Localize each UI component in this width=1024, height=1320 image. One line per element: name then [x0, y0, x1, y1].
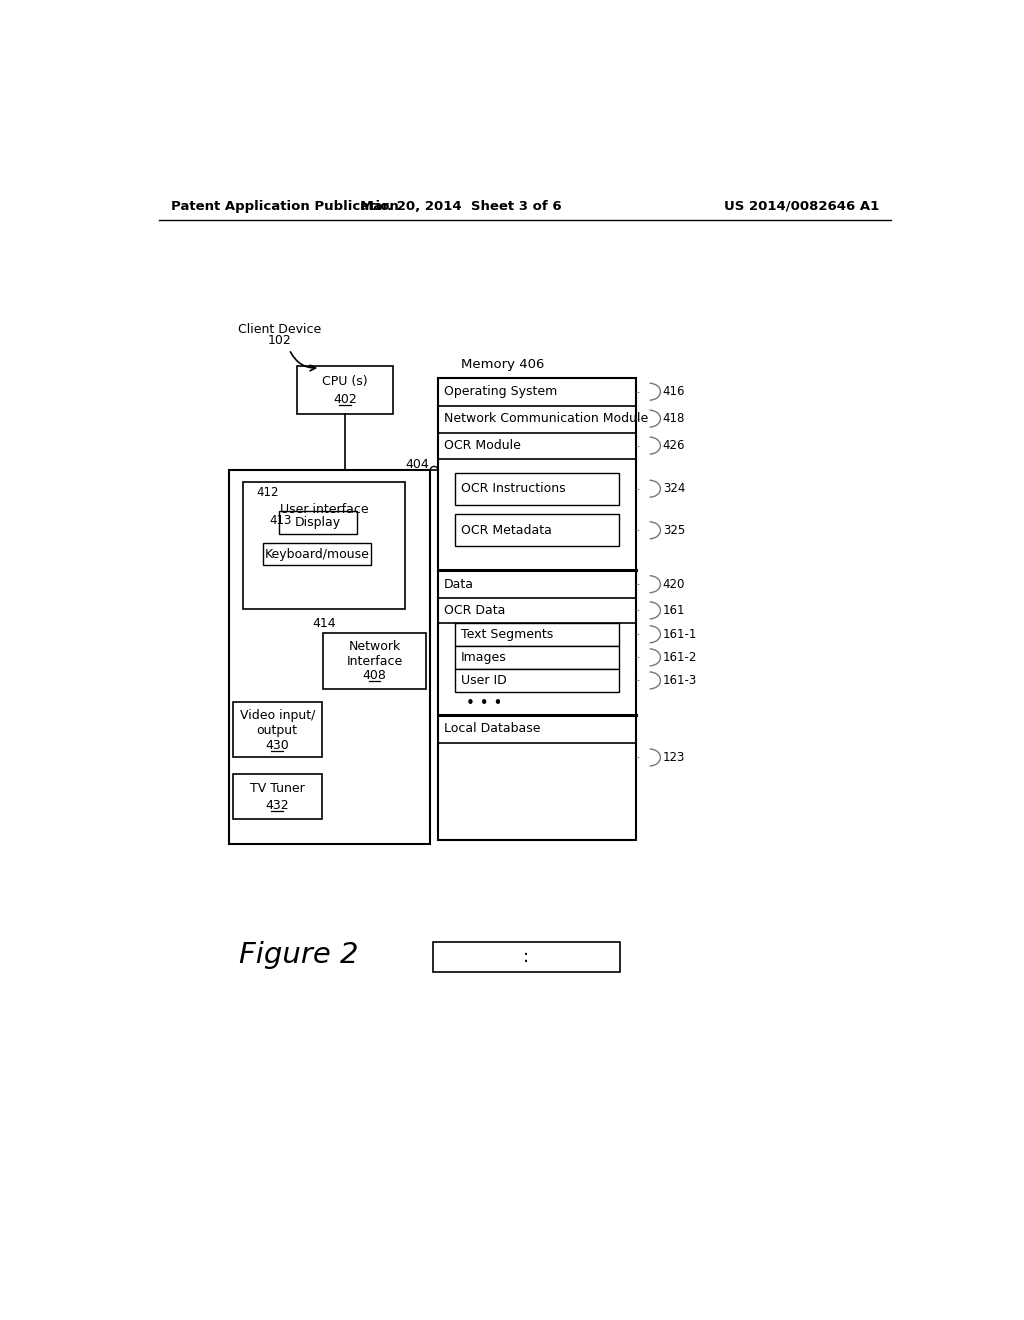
Text: 412: 412 [257, 486, 280, 499]
Bar [297, 367, 393, 414]
Text: Data: Data [444, 578, 474, 591]
Bar [455, 473, 618, 506]
Text: OCR Instructions: OCR Instructions [461, 482, 566, 495]
Text: 123: 123 [663, 751, 685, 764]
Text: Text Segments: Text Segments [461, 628, 554, 640]
Text: 161: 161 [663, 603, 685, 616]
Text: OCR Module: OCR Module [444, 440, 521, 453]
Text: 408: 408 [362, 668, 386, 681]
Text: CPU (s): CPU (s) [323, 375, 368, 388]
Text: 418: 418 [663, 412, 685, 425]
Text: • • •: • • • [466, 696, 503, 711]
Bar [232, 702, 322, 758]
Bar [438, 378, 636, 840]
Bar [455, 623, 618, 645]
Bar [455, 669, 618, 692]
Text: Local Database: Local Database [444, 722, 541, 735]
Text: 430: 430 [265, 739, 289, 751]
Text: 404: 404 [406, 458, 429, 471]
Text: 161-2: 161-2 [663, 651, 697, 664]
Bar [263, 544, 372, 565]
Text: 325: 325 [663, 524, 685, 537]
Text: TV Tuner: TV Tuner [250, 781, 304, 795]
Text: 414: 414 [312, 616, 336, 630]
Bar [455, 513, 618, 546]
Text: User ID: User ID [461, 675, 507, 686]
Text: Video input/
output: Video input/ output [240, 709, 314, 737]
Text: Display: Display [295, 516, 341, 529]
Text: Patent Application Publication: Patent Application Publication [171, 199, 398, 213]
Text: 102: 102 [267, 334, 291, 347]
Text: 416: 416 [663, 385, 685, 399]
Text: 161-1: 161-1 [663, 628, 697, 640]
Text: Images: Images [461, 651, 507, 664]
Text: 432: 432 [265, 799, 289, 812]
Text: 324: 324 [663, 482, 685, 495]
Text: Operating System: Operating System [444, 385, 557, 399]
Bar [455, 645, 618, 669]
Text: Figure 2: Figure 2 [239, 941, 358, 969]
Text: Client Device: Client Device [238, 323, 321, 335]
Text: 161-3: 161-3 [663, 675, 697, 686]
Bar [243, 482, 406, 609]
Text: Mar. 20, 2014  Sheet 3 of 6: Mar. 20, 2014 Sheet 3 of 6 [360, 199, 562, 213]
Bar [324, 634, 426, 689]
Text: Keyboard/mouse: Keyboard/mouse [264, 548, 370, 561]
Text: 420: 420 [663, 578, 685, 591]
Text: OCR Data: OCR Data [444, 603, 506, 616]
Text: Network
Interface: Network Interface [346, 639, 402, 668]
Bar [228, 470, 430, 843]
Bar [232, 775, 322, 818]
Bar [280, 511, 356, 535]
Text: Network Communication Module: Network Communication Module [444, 412, 648, 425]
Text: US 2014/0082646 A1: US 2014/0082646 A1 [725, 199, 880, 213]
Text: 426: 426 [663, 440, 685, 453]
Bar [432, 942, 621, 972]
Text: Memory 406: Memory 406 [461, 358, 545, 371]
Text: OCR Metadata: OCR Metadata [461, 524, 552, 537]
Text: 402: 402 [333, 393, 357, 407]
Text: :: : [523, 948, 529, 966]
Text: 413: 413 [269, 513, 292, 527]
Text: User interface: User interface [280, 503, 369, 516]
